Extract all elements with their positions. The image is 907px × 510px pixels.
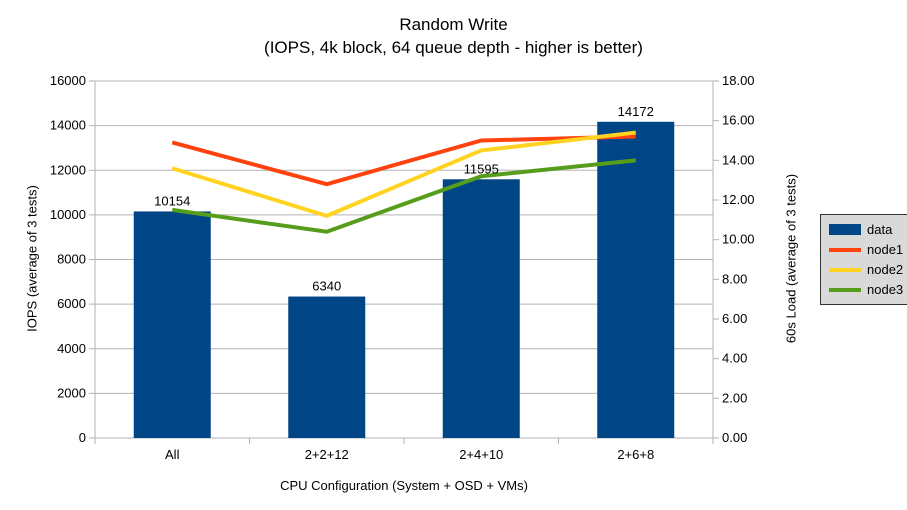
right-axis-tick-label: 12.00 <box>722 192 755 207</box>
left-axis-tick-label: 6000 <box>57 296 86 311</box>
right-axis-tick-label: 0.00 <box>722 430 747 445</box>
right-axis-tick-label: 14.00 <box>722 152 755 167</box>
line-node1 <box>171 134 636 187</box>
right-axis-tick-label: 10.00 <box>722 232 755 247</box>
node3-swatch <box>829 287 861 292</box>
bar-data <box>442 179 520 438</box>
right-axis-tick-label: 4.00 <box>722 351 747 366</box>
right-axis-tick-label: 8.00 <box>722 271 747 286</box>
legend-label: data <box>867 222 893 237</box>
right-axis-title: 60s Load (average of 3 tests) <box>783 173 799 344</box>
legend-label: node2 <box>867 262 904 277</box>
left-axis-tick-label: 2000 <box>57 385 86 400</box>
chart-title: Random Write <box>399 15 508 34</box>
bar-data <box>133 211 211 438</box>
line-node3 <box>171 158 636 234</box>
x-tick-label: 2+6+8 <box>617 447 654 462</box>
left-axis-tick-label: 12000 <box>50 162 86 177</box>
legend-label: node1 <box>867 242 904 257</box>
left-axis-tick-label: 16000 <box>50 73 86 88</box>
node2-swatch <box>829 267 861 272</box>
bar-data <box>288 296 366 438</box>
legend-entry-node1: node1 <box>829 242 903 257</box>
left-axis-tick-label: 10000 <box>50 207 86 222</box>
chart-subtitle: (IOPS, 4k block, 64 queue depth - higher… <box>264 38 643 57</box>
bar-value-label: 6340 <box>312 279 341 294</box>
bar-value-label: 10154 <box>154 193 190 208</box>
left-axis-title: IOPS (average of 3 tests) <box>24 185 40 332</box>
bar-data <box>597 121 675 439</box>
legend-entry-node2: node2 <box>829 262 903 277</box>
x-tick-label: 2+4+10 <box>459 447 503 462</box>
line-node2 <box>171 130 636 218</box>
node1-swatch <box>829 247 861 252</box>
legend-entry-node3: node3 <box>829 282 903 297</box>
chart-title-block: Random Write (IOPS, 4k block, 64 queue d… <box>0 13 907 59</box>
bar-value-label: 11595 <box>464 161 499 176</box>
legend: data node1 node2 node3 <box>820 214 907 305</box>
left-axis-tick-label: 0 <box>79 430 86 445</box>
right-axis-tick-label: 18.00 <box>722 73 755 88</box>
right-axis-tick-label: 2.00 <box>722 390 747 405</box>
legend-entry-data: data <box>829 222 903 237</box>
bar-value-label: 14172 <box>618 104 654 119</box>
x-tick-label: 2+2+12 <box>305 447 349 462</box>
left-axis-tick-label: 4000 <box>57 341 86 356</box>
right-axis-tick-label: 16.00 <box>722 113 755 128</box>
x-axis-title: CPU Configuration (System + OSD + VMs) <box>280 478 528 493</box>
legend-label: node3 <box>867 282 904 297</box>
x-tick-label: All <box>165 447 180 462</box>
data-swatch <box>829 224 861 235</box>
right-axis-tick-label: 6.00 <box>722 311 747 326</box>
left-axis-tick-label: 14000 <box>50 118 86 133</box>
left-axis-tick-label: 8000 <box>57 252 86 267</box>
